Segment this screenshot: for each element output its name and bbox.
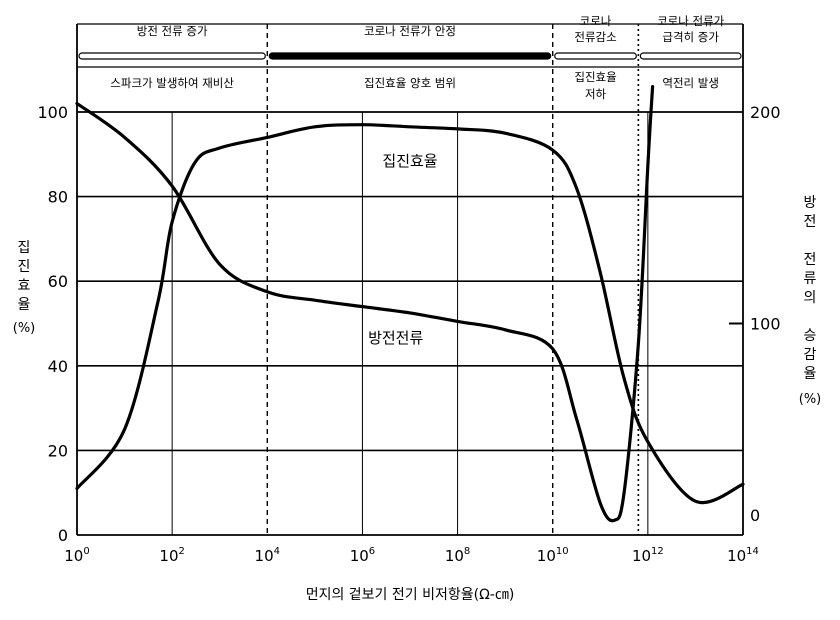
left-tick-label: 80	[48, 188, 68, 207]
x-tick-label: 1010	[537, 546, 569, 565]
x-tick-label: 100	[64, 546, 89, 565]
region-bar-open	[554, 52, 637, 60]
region-efficiency-label: 집진효율	[574, 70, 616, 84]
axes	[76, 24, 744, 536]
left-axis-unit: (%)	[13, 321, 36, 336]
region-efficiency-label: 스파크가 발생하여 재비산	[110, 76, 234, 90]
x-tick-label: 1012	[632, 546, 664, 565]
left-tick-label: 0	[58, 526, 68, 545]
left-tick-label: 100	[37, 103, 68, 122]
left-axis-title-char: 효	[18, 278, 31, 294]
left-tick-label: 40	[48, 357, 68, 376]
right-axis-title-char: 전	[804, 214, 817, 230]
region-current-label: 전류감소	[574, 30, 616, 44]
region-efficiency-label: 집진효율 양호 범위	[364, 76, 456, 90]
right-axis-unit: (%)	[799, 392, 822, 407]
region-efficiency-label: 저하	[585, 87, 607, 101]
region-current-label: 코로나 전류가	[657, 14, 725, 28]
right-axis-title-char: 승	[804, 328, 817, 344]
x-tick-label: 104	[255, 546, 280, 565]
x-tick-label: 106	[350, 546, 375, 565]
x-axis-title: 먼지의 겉보기 전기 비저항율(Ω-㎝)	[306, 587, 515, 603]
region-bar-open	[639, 52, 742, 60]
right-axis-title-char: 의	[804, 290, 817, 306]
region-current-label: 코로나 전류가 안정	[364, 24, 456, 38]
region-bar-open	[78, 52, 266, 60]
left-axis-title-char: 율	[18, 297, 31, 313]
left-axis-title-char: 진	[18, 259, 31, 275]
region-current-label: 급격히 증가	[662, 30, 719, 44]
right-tick-label: 0	[750, 506, 760, 525]
left-axis-title-char: 집	[18, 240, 31, 256]
right-axis-title-char: 방	[804, 195, 817, 211]
right-axis-title-char: 감	[804, 347, 817, 363]
x-tick-label: 1014	[727, 546, 759, 565]
right-axis-title-char: 율	[804, 366, 817, 382]
region-current-label: 코로나	[580, 14, 612, 28]
right-axis-title-char: 전	[804, 252, 817, 268]
x-tick-label: 102	[159, 546, 184, 565]
region-bar-filled	[268, 52, 552, 60]
right-axis-title-char: 류	[804, 271, 817, 287]
efficiency-curve	[75, 123, 745, 505]
axis-labels: 100 102 104 106 108 1010 1012 10140204060801000…	[13, 103, 822, 603]
discharge-series-label: 방전전류	[368, 329, 423, 347]
x-tick-label: 108	[445, 546, 470, 565]
region-current-label: 방전 전류 증가	[137, 24, 208, 38]
left-tick-label: 60	[48, 272, 68, 291]
efficiency-series-label: 집진효율	[382, 152, 437, 170]
region-efficiency-label: 역전리 발생	[662, 76, 719, 90]
discharge-current-curve	[75, 85, 655, 523]
right-tick-label: 200	[750, 103, 781, 122]
left-tick-label: 20	[48, 441, 68, 460]
right-tick-label: 100	[750, 315, 781, 334]
